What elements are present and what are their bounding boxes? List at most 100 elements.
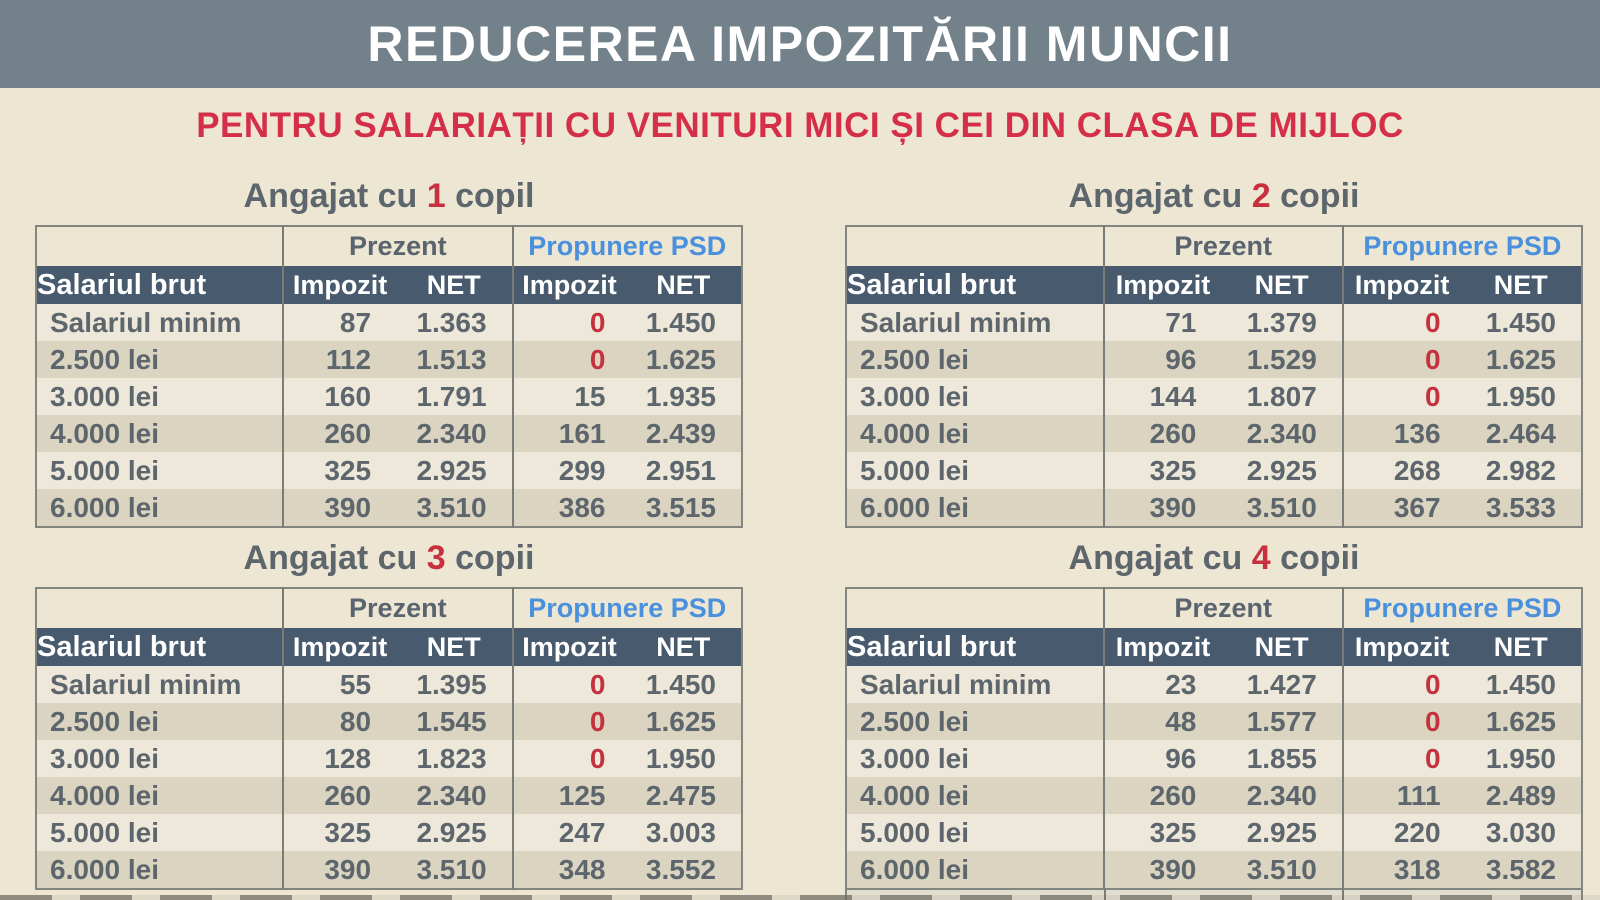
table-block: Angajat cu 3 copii Prezent Propunere PSD… — [35, 538, 743, 900]
column-header-row: Salariul brut Impozit NET Impozit NET — [846, 628, 1582, 666]
psd-tax-column-header: Impozit — [511, 266, 626, 304]
psd-tax-value: 161 — [511, 415, 626, 452]
psd-tax-column-header: Impozit — [511, 628, 626, 666]
salary-label: 3.000 lei — [36, 740, 284, 777]
table-row: 2.500 lei 48 1.577 0 1.625 — [846, 703, 1582, 740]
psd-tax-value: 15 — [511, 378, 626, 415]
salary-column-header: Salariul brut — [846, 628, 1104, 666]
salary-label: 5.000 lei — [36, 452, 284, 489]
table-title: Angajat cu 4 copii — [845, 538, 1583, 578]
present-tax-value: 390 — [282, 851, 397, 889]
psd-net-value: 2.475 — [625, 777, 742, 814]
table-row: 6.000 lei 390 3.510 367 3.533 — [846, 489, 1582, 527]
present-tax-value: 260 — [1102, 777, 1222, 814]
present-group-header: Prezent — [1102, 226, 1343, 266]
present-tax-value: 390 — [1102, 851, 1222, 889]
present-tax-value: 325 — [282, 452, 397, 489]
psd-net-column-header: NET — [1460, 266, 1582, 304]
empty-corner-cell — [36, 226, 283, 266]
psd-group-header: Propunere PSD — [1341, 588, 1582, 628]
table-row: Salariul minim 23 1.427 0 1.450 — [846, 666, 1582, 703]
psd-tax-value: 367 — [1341, 489, 1461, 527]
psd-tax-column-header: Impozit — [1341, 628, 1461, 666]
psd-net-value: 3.582 — [1460, 851, 1582, 889]
present-group-header: Prezent — [282, 588, 513, 628]
psd-net-column-header: NET — [1460, 628, 1582, 666]
present-tax-value: 390 — [282, 489, 397, 527]
psd-tax-value: 0 — [1341, 378, 1461, 415]
present-net-value: 1.363 — [396, 304, 513, 341]
psd-net-value: 1.625 — [1460, 341, 1582, 378]
tables-grid: Angajat cu 1 copil Prezent Propunere PSD… — [0, 176, 1600, 900]
header-bar: REDUCEREA IMPOZITĂRII MUNCII — [0, 0, 1600, 88]
table-title-suffix: copii — [1270, 539, 1360, 577]
table-title-prefix: Angajat cu — [1068, 539, 1252, 577]
psd-net-value: 2.464 — [1460, 415, 1582, 452]
table-row: 4.000 lei 260 2.340 161 2.439 — [36, 415, 742, 452]
salary-table: Prezent Propunere PSD Salariul brut Impo… — [35, 225, 743, 528]
table-row: 5.000 lei 325 2.925 268 2.982 — [846, 452, 1582, 489]
present-net-value: 2.925 — [1221, 814, 1343, 851]
table-title-number: 1 — [426, 177, 446, 215]
table-row: Salariul minim 55 1.395 0 1.450 — [36, 666, 742, 703]
psd-net-column-header: NET — [625, 628, 742, 666]
present-tax-value: 55 — [282, 666, 397, 703]
present-group-header: Prezent — [1102, 588, 1343, 628]
present-net-column-header: NET — [1221, 628, 1343, 666]
salary-label: 6.000 lei — [846, 489, 1104, 527]
present-tax-value: 160 — [282, 378, 397, 415]
present-net-value: 1.513 — [396, 341, 513, 378]
psd-group-header: Propunere PSD — [511, 588, 742, 628]
present-tax-column-header: Impozit — [282, 628, 397, 666]
table-title: Angajat cu 3 copii — [35, 538, 743, 578]
table-row: 3.000 lei 96 1.855 0 1.950 — [846, 740, 1582, 777]
present-net-value: 1.379 — [1221, 304, 1343, 341]
present-tax-value: 87 — [282, 304, 397, 341]
table-title-number: 2 — [1251, 177, 1271, 215]
page-title: REDUCEREA IMPOZITĂRII MUNCII — [367, 16, 1233, 72]
salary-label: 6.000 lei — [36, 851, 284, 889]
table-row: 6.000 lei 390 3.510 348 3.552 — [36, 851, 742, 889]
psd-tax-value: 318 — [1341, 851, 1461, 889]
psd-net-value: 1.450 — [1460, 666, 1582, 703]
present-tax-value: 260 — [282, 777, 397, 814]
present-net-value: 1.807 — [1221, 378, 1343, 415]
salary-label: 2.500 lei — [846, 703, 1104, 740]
psd-net-value: 2.439 — [625, 415, 742, 452]
present-tax-value: 96 — [1102, 341, 1222, 378]
psd-tax-column-header: Impozit — [1341, 266, 1461, 304]
psd-net-value: 1.625 — [625, 341, 742, 378]
psd-net-value: 3.515 — [625, 489, 742, 527]
salary-column-header: Salariul brut — [846, 266, 1104, 304]
present-net-value: 1.855 — [1221, 740, 1343, 777]
psd-tax-value: 386 — [511, 489, 626, 527]
salary-label: Salariul minim — [846, 304, 1104, 341]
psd-net-value: 1.625 — [1460, 703, 1582, 740]
present-tax-value: 48 — [1102, 703, 1222, 740]
psd-tax-value: 136 — [1341, 415, 1461, 452]
table-row: 5.000 lei 325 2.925 220 3.030 — [846, 814, 1582, 851]
psd-tax-value: 0 — [511, 341, 626, 378]
table-title: Angajat cu 2 copii — [845, 176, 1583, 216]
psd-tax-value: 0 — [1341, 304, 1461, 341]
table-row: 4.000 lei 260 2.340 125 2.475 — [36, 777, 742, 814]
salary-label: 3.000 lei — [36, 378, 284, 415]
table-row: 3.000 lei 160 1.791 15 1.935 — [36, 378, 742, 415]
table-row: Salariul minim 87 1.363 0 1.450 — [36, 304, 742, 341]
column-header-row: Salariul brut Impozit NET Impozit NET — [846, 266, 1582, 304]
present-tax-value: 112 — [282, 341, 397, 378]
psd-net-value: 1.450 — [1460, 304, 1582, 341]
present-group-header: Prezent — [282, 226, 513, 266]
salary-table: Prezent Propunere PSD Salariul brut Impo… — [35, 587, 743, 890]
table-row: 5.000 lei 325 2.925 299 2.951 — [36, 452, 742, 489]
psd-net-value: 3.030 — [1460, 814, 1582, 851]
psd-net-value: 1.450 — [625, 304, 742, 341]
present-net-value: 3.510 — [1221, 851, 1343, 889]
present-net-column-header: NET — [396, 628, 513, 666]
salary-label: 4.000 lei — [846, 415, 1104, 452]
present-tax-column-header: Impozit — [282, 266, 397, 304]
psd-net-value: 1.935 — [625, 378, 742, 415]
present-net-value: 1.545 — [396, 703, 513, 740]
psd-tax-value: 111 — [1341, 777, 1461, 814]
present-tax-value: 390 — [1102, 489, 1222, 527]
